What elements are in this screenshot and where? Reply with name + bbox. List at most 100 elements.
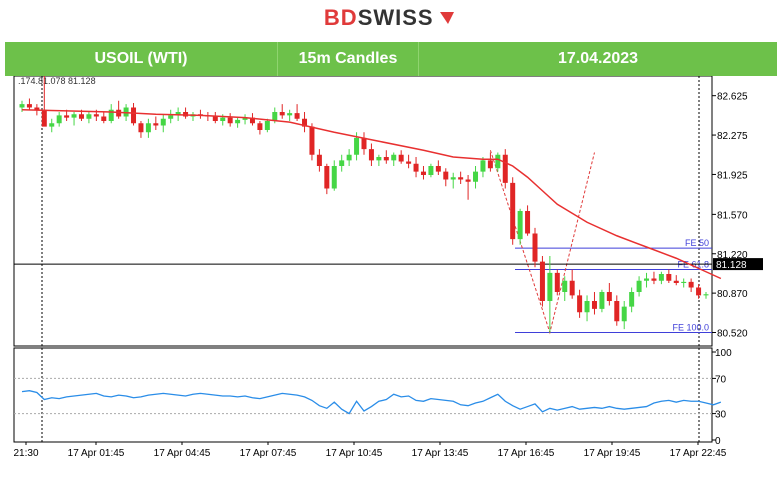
- fib-level-label: FE 50: [685, 238, 709, 248]
- price-tick-label: 80.520: [717, 329, 748, 340]
- chart-header: USOIL (WTI) 15m Candles 17.04.2023: [5, 42, 777, 76]
- candle-body: [621, 306, 627, 322]
- candle-body: [666, 274, 672, 281]
- brand-part2: SWISS: [357, 5, 434, 30]
- candle-body: [168, 115, 174, 119]
- brand-part1: BD: [323, 5, 358, 30]
- candle-body: [108, 109, 114, 121]
- candle-body: [413, 163, 419, 172]
- candle-body: [212, 116, 218, 121]
- candle-body: [696, 287, 702, 296]
- candle-body: [160, 118, 166, 126]
- candle-body: [257, 123, 263, 130]
- candle-body: [145, 123, 151, 133]
- candle-body: [554, 272, 560, 292]
- candle-body: [64, 115, 70, 118]
- candle-body: [71, 114, 77, 118]
- candle-body: [443, 171, 449, 180]
- candle-body: [465, 179, 471, 182]
- candle-body: [584, 301, 590, 313]
- candle-body: [287, 113, 293, 116]
- candle-body: [220, 117, 226, 121]
- rsi-line: [21, 390, 722, 415]
- price-tick-label: 82.275: [717, 131, 748, 142]
- x-tick-label: 17 Apr 19:45: [584, 448, 641, 459]
- symbol-label: USOIL (WTI): [94, 50, 188, 67]
- candle-body: [398, 154, 404, 162]
- candle-body: [368, 149, 374, 161]
- candle-body: [34, 107, 40, 110]
- candle-body: [361, 137, 367, 150]
- candle-body: [324, 166, 330, 189]
- candle-body: [688, 281, 694, 288]
- candle-body: [614, 301, 620, 322]
- price-plot-frame: [13, 76, 713, 347]
- candle-body: [562, 280, 568, 292]
- candle-body: [502, 154, 508, 183]
- candle-body: [101, 116, 107, 121]
- x-tick-label: 17 Apr 10:45: [326, 448, 383, 459]
- x-tick-label: 17 Apr 16:45: [498, 448, 555, 459]
- rsi-tick-label: 0: [715, 436, 721, 447]
- candle-body: [450, 177, 456, 180]
- current-price-box: [713, 258, 763, 271]
- candle-body: [272, 112, 278, 121]
- header-divider: [418, 42, 419, 76]
- price-tick-label: 81.925: [717, 170, 748, 181]
- candle-body: [673, 280, 679, 283]
- candle-body: [235, 119, 241, 124]
- candle-body: [525, 211, 531, 234]
- candle-body: [658, 274, 664, 281]
- price-tick-label: 82.625: [717, 92, 748, 103]
- candle-body: [346, 154, 352, 161]
- candle-body: [279, 112, 285, 116]
- rsi-tick-label: 30: [715, 410, 727, 421]
- candle-body: [480, 160, 486, 172]
- candle-body: [495, 154, 501, 169]
- x-tick-label: 17 Apr 13:45: [412, 448, 469, 459]
- date-label: 17.04.2023: [557, 50, 639, 67]
- candle-body: [153, 123, 159, 126]
- candle-body: [41, 109, 47, 127]
- candle-body: [86, 114, 92, 119]
- fib-level-label: FE 100.0: [672, 323, 709, 333]
- price-tick-label: 80.870: [717, 289, 748, 300]
- candle-body: [383, 157, 389, 161]
- candle-body: [681, 281, 687, 283]
- brand-name: BDSWISS: [324, 5, 434, 30]
- x-tick-label: 17 Apr 22:45: [670, 448, 727, 459]
- candle-body: [435, 166, 441, 172]
- candle-body: [458, 177, 464, 180]
- candle-body: [19, 104, 25, 108]
- candle-body: [26, 104, 32, 108]
- timeframe-label: 15m Candles: [298, 50, 398, 67]
- price-tick-label: 81.220: [717, 250, 748, 261]
- x-tick-label: 21:30: [13, 448, 38, 459]
- candle-body: [428, 166, 434, 175]
- candle-body: [517, 211, 523, 240]
- moving-average-line: [21, 109, 722, 280]
- header-divider: [277, 42, 278, 76]
- candle-body: [644, 278, 650, 281]
- candle-body: [487, 160, 493, 169]
- rsi-tick-label: 70: [715, 374, 727, 385]
- candle-body: [629, 292, 635, 307]
- candle-body: [391, 154, 397, 161]
- x-tick-label: 17 Apr 01:45: [68, 448, 125, 459]
- candle-body: [339, 160, 345, 166]
- candle-body: [591, 301, 597, 309]
- rsi-tick-label: 100: [715, 348, 732, 359]
- candle-body: [242, 117, 248, 120]
- brand-arrow-icon: [440, 12, 455, 24]
- x-tick-label: 17 Apr 04:45: [154, 448, 211, 459]
- current-price-label: 81.128: [716, 260, 747, 271]
- candle-body: [599, 292, 605, 309]
- candle-body: [227, 117, 233, 124]
- candle-body: [532, 233, 538, 262]
- candle-body: [309, 126, 315, 155]
- candle-body: [131, 107, 137, 124]
- candle-body: [175, 112, 181, 116]
- candle-body: [547, 272, 553, 301]
- candle-body: [249, 117, 255, 124]
